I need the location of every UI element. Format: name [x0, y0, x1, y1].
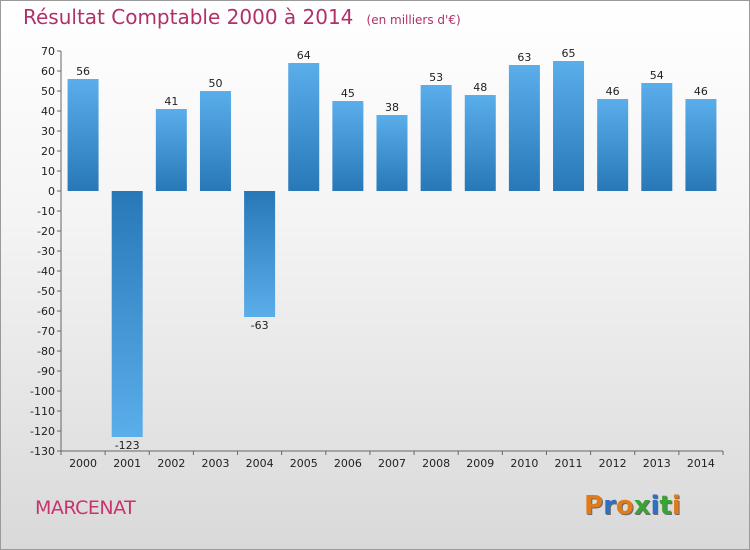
x-tick-label: 2002	[157, 457, 185, 470]
y-tick-label: -130	[30, 445, 55, 458]
value-label: 46	[606, 85, 620, 98]
x-tick-label: 2012	[599, 457, 627, 470]
title-row: Résultat Comptable 2000 à 2014 (en milli…	[23, 5, 461, 29]
bar	[641, 83, 673, 191]
value-label: 46	[694, 85, 708, 98]
y-tick-label: -100	[30, 385, 55, 398]
y-tick-label: -70	[37, 325, 55, 338]
bar	[332, 101, 364, 191]
bar	[67, 79, 99, 191]
x-tick-label: 2004	[246, 457, 274, 470]
value-label: 63	[517, 51, 531, 64]
x-tick-label: 2013	[643, 457, 671, 470]
logo-letter: x	[633, 491, 651, 521]
chart-axes: 706050403020100-10-20-30-40-50-60-70-80-…	[30, 45, 724, 470]
y-tick-label: -60	[37, 305, 55, 318]
y-tick-label: -120	[30, 425, 55, 438]
bar	[288, 63, 320, 191]
x-tick-label: 2007	[378, 457, 406, 470]
y-tick-label: -20	[37, 225, 55, 238]
y-tick-label: -80	[37, 345, 55, 358]
bar	[376, 115, 408, 191]
value-labels: 56 -123 41 50 -63 64 45 38 53 48 63 65 46 54 46	[76, 47, 708, 452]
logo-letter: r	[603, 491, 616, 521]
value-label: 53	[429, 71, 443, 84]
bar	[685, 99, 717, 191]
bar-group	[67, 61, 717, 437]
commune-name: MARCENAT	[35, 497, 136, 519]
logo-letter: P	[584, 491, 604, 521]
bar	[155, 109, 187, 191]
y-tick-label: 70	[41, 45, 55, 58]
y-tick-label: 10	[41, 165, 55, 178]
x-tick-label: 2003	[201, 457, 229, 470]
x-tick-label: 2010	[510, 457, 538, 470]
bar	[111, 191, 143, 437]
value-label: 38	[385, 101, 399, 114]
logo-letter: i	[650, 491, 660, 521]
y-tick-label: 30	[41, 125, 55, 138]
proxiti-logo[interactable]: Proxiti	[584, 491, 694, 527]
logo-letter: i	[671, 491, 681, 521]
value-label: 50	[208, 77, 222, 90]
y-tick-label: -90	[37, 365, 55, 378]
value-label: -63	[251, 319, 269, 332]
y-tick-label: 40	[41, 105, 55, 118]
logo-letter: t	[659, 491, 672, 521]
y-tick-label: 20	[41, 145, 55, 158]
y-tick-label: 0	[48, 185, 55, 198]
logo-letter: o	[615, 491, 634, 521]
y-tick-label: -40	[37, 265, 55, 278]
bar	[244, 191, 276, 317]
bar	[553, 61, 585, 191]
bar	[464, 95, 496, 191]
x-tick-label: 2000	[69, 457, 97, 470]
y-tick-label: 50	[41, 85, 55, 98]
bar	[597, 99, 629, 191]
y-tick-label: -10	[37, 205, 55, 218]
value-label: 65	[562, 47, 576, 60]
x-tick-label: 2005	[290, 457, 318, 470]
bar	[508, 65, 540, 191]
x-tick-label: 2006	[334, 457, 362, 470]
value-label: 54	[650, 69, 664, 82]
value-label: -123	[115, 439, 140, 452]
y-tick-label: -110	[30, 405, 55, 418]
chart-title: Résultat Comptable 2000 à 2014	[23, 5, 354, 29]
value-label: 41	[164, 95, 178, 108]
y-tick-label: -30	[37, 245, 55, 258]
y-tick-label: -50	[37, 285, 55, 298]
y-tick-label: 60	[41, 65, 55, 78]
value-label: 56	[76, 65, 90, 78]
value-label: 48	[473, 81, 487, 94]
bar	[420, 85, 452, 191]
x-tick-label: 2009	[466, 457, 494, 470]
x-tick-label: 2014	[687, 457, 715, 470]
chart-unit: (en milliers d'€)	[366, 13, 461, 27]
value-label: 64	[297, 49, 311, 62]
value-label: 45	[341, 87, 355, 100]
x-tick-label: 2011	[555, 457, 583, 470]
x-tick-label: 2001	[113, 457, 141, 470]
bar	[199, 91, 231, 191]
x-tick-label: 2008	[422, 457, 450, 470]
